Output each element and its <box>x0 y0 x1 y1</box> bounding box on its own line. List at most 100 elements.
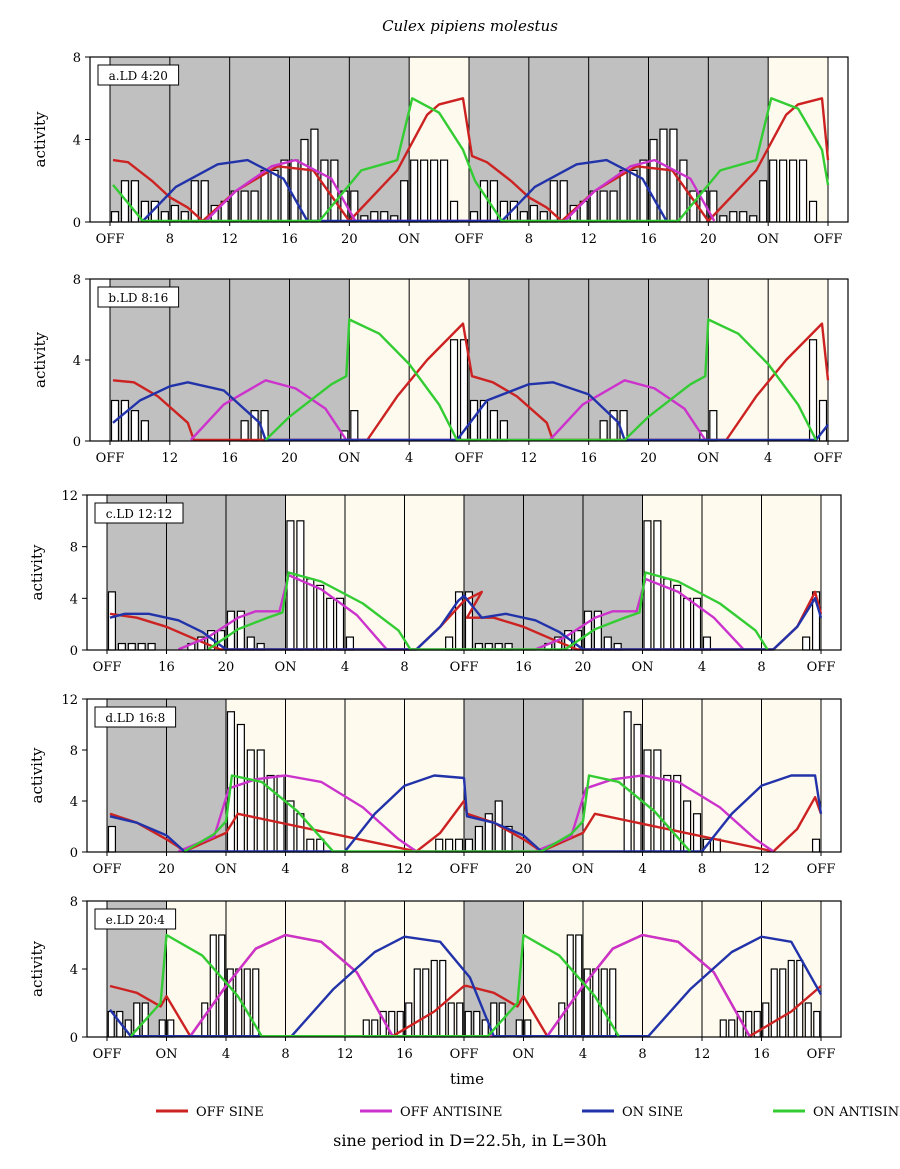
activity-bar <box>643 520 652 651</box>
activity-bar <box>449 200 459 223</box>
activity-bar <box>739 211 748 223</box>
legend-item: ON ANTISINE <box>773 1105 900 1120</box>
activity-bar <box>170 204 179 223</box>
activity-bar <box>599 190 608 223</box>
activity-bar <box>120 399 130 442</box>
dark-phase-cell <box>588 57 649 222</box>
x-tick-label: ON <box>757 232 779 247</box>
x-tick-label: 12 <box>521 451 538 466</box>
activity-bar <box>371 1019 379 1038</box>
dark-phase-cell <box>528 279 589 441</box>
x-tick-label: ON <box>338 451 360 466</box>
x-tick-label: 16 <box>396 1047 413 1062</box>
series-line-off-sine <box>112 97 830 223</box>
y-tick-label: 0 <box>70 1031 78 1046</box>
activity-bar <box>130 410 140 442</box>
activity-bar <box>729 211 738 223</box>
panel-title-box: c.LD 12:12 <box>94 502 184 524</box>
x-tick-label: ON <box>512 1047 534 1062</box>
activity-bar <box>243 968 251 1038</box>
activity-bar <box>246 749 255 853</box>
x-tick-label: 20 <box>341 232 358 247</box>
activity-bar <box>808 339 818 442</box>
activity-bar <box>158 1019 166 1038</box>
x-tick-label: 16 <box>640 232 657 247</box>
activity-bar <box>749 215 758 223</box>
y-tick-label: 4 <box>70 592 78 607</box>
activity-bar <box>524 1019 532 1038</box>
x-tick-label: OFF <box>807 1047 836 1062</box>
activity-bar <box>599 420 608 442</box>
activity-bar <box>600 968 608 1038</box>
x-tick-label: 12 <box>580 232 597 247</box>
light-phase-cell <box>523 901 583 1037</box>
x-tick-label: 20 <box>640 451 657 466</box>
activity-bar <box>447 1002 455 1038</box>
activity-bar <box>663 774 672 853</box>
dark-phase-cell <box>464 699 524 852</box>
panel-title: a.LD 4:20 <box>109 69 168 83</box>
x-tick-label: 20 <box>218 660 235 675</box>
activity-bar <box>629 169 638 223</box>
dark-phase-cell <box>169 57 230 222</box>
x-tick-label: 8 <box>638 1047 646 1062</box>
activity-bar <box>802 636 811 651</box>
activity-bar <box>659 128 668 223</box>
dark-phase-cell <box>648 279 709 441</box>
activity-bar <box>127 642 136 651</box>
activity-bar <box>479 180 489 223</box>
activity-bar <box>405 1002 413 1038</box>
y-axis-label: activity <box>28 544 46 600</box>
activity-bar <box>117 642 126 651</box>
y-tick-label: 4 <box>73 134 81 149</box>
activity-bar <box>350 410 359 442</box>
activity-bar <box>808 200 818 223</box>
light-phase-cell <box>409 57 469 222</box>
activity-bar <box>420 159 429 223</box>
activity-bar <box>449 339 459 442</box>
activity-bar <box>147 642 156 651</box>
x-tick-label: OFF <box>814 451 843 466</box>
x-tick-label: OFF <box>96 451 125 466</box>
x-tick-label: 4 <box>405 451 413 466</box>
x-tick-label: 20 <box>158 862 175 877</box>
x-tick-label: 16 <box>158 660 175 675</box>
dark-phase-cell <box>528 57 589 222</box>
x-tick-label: ON <box>572 862 594 877</box>
panels: 0 4 8 activity OFF 8 12 16 20 ON OFF 8 12 16 20 ON OFF a.… <box>28 51 849 1062</box>
panel-title-box: d.LD 16:8 <box>94 706 177 728</box>
panel-4: 0 4 8 12 activity OFF 20 ON 4 8 12 OFF 20 ON 4 8 12 OFF d.… <box>28 693 842 877</box>
dark-phase-cell <box>469 279 529 441</box>
activity-bar <box>456 1002 464 1038</box>
light-phase-cell <box>642 495 702 650</box>
activity-bar <box>439 159 449 223</box>
light-phase-cell <box>404 495 464 650</box>
activity-bar <box>639 159 648 223</box>
y-tick-label: 0 <box>70 644 78 659</box>
light-phase-cell <box>349 279 410 441</box>
legend-label: OFF ANTISINE <box>400 1105 502 1120</box>
light-phase-cell <box>345 699 405 852</box>
activity-bar <box>609 190 618 223</box>
activity-bar <box>529 204 538 223</box>
activity-bar <box>209 934 217 1038</box>
panel-title-frame <box>94 502 184 524</box>
x-tick-label: ON <box>215 862 237 877</box>
activity-bar <box>454 838 464 853</box>
activity-bar <box>770 968 778 1038</box>
activity-bar <box>140 420 149 442</box>
activity-bar <box>430 959 438 1038</box>
panel-3: 0 4 8 12 activity OFF 16 20 ON 4 8 OFF 16 20 ON 4 8 OFF c.… <box>28 489 842 675</box>
light-phase-cell <box>768 279 828 441</box>
light-phase-cell <box>345 495 405 650</box>
panel-title-frame <box>94 706 177 728</box>
x-tick-label: 20 <box>515 862 532 877</box>
x-tick-label: 16 <box>753 1047 770 1062</box>
activity-bar <box>575 934 583 1038</box>
activity-bar <box>362 1019 370 1038</box>
series-line-off-sine <box>112 322 830 442</box>
x-tick-label: 12 <box>162 451 179 466</box>
activity-bar <box>804 1002 812 1038</box>
x-tick-label: 4 <box>698 660 706 675</box>
activity-bar <box>719 215 728 223</box>
